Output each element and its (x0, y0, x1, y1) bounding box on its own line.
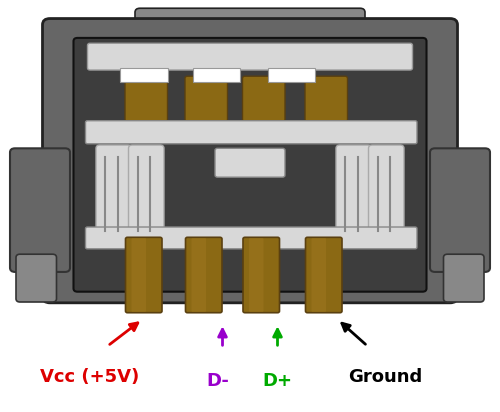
FancyBboxPatch shape (16, 254, 56, 302)
FancyBboxPatch shape (125, 76, 168, 122)
FancyBboxPatch shape (242, 76, 285, 122)
Bar (120, 68, 168, 82)
FancyBboxPatch shape (306, 237, 342, 313)
FancyBboxPatch shape (86, 227, 417, 249)
FancyBboxPatch shape (135, 8, 365, 39)
FancyBboxPatch shape (312, 238, 326, 312)
FancyBboxPatch shape (243, 237, 280, 313)
FancyBboxPatch shape (336, 145, 372, 234)
FancyBboxPatch shape (96, 145, 132, 234)
FancyBboxPatch shape (249, 238, 264, 312)
FancyBboxPatch shape (185, 76, 228, 122)
FancyBboxPatch shape (192, 238, 206, 312)
FancyBboxPatch shape (444, 254, 484, 302)
FancyBboxPatch shape (86, 121, 417, 144)
FancyBboxPatch shape (42, 19, 458, 303)
Text: D-: D- (206, 372, 229, 390)
FancyBboxPatch shape (430, 148, 490, 272)
Bar (192, 68, 240, 82)
FancyBboxPatch shape (368, 145, 404, 234)
FancyBboxPatch shape (126, 237, 162, 313)
FancyBboxPatch shape (305, 76, 348, 122)
FancyBboxPatch shape (215, 148, 285, 177)
FancyBboxPatch shape (186, 237, 222, 313)
Text: D+: D+ (262, 372, 292, 390)
FancyBboxPatch shape (88, 43, 412, 70)
FancyBboxPatch shape (10, 148, 70, 272)
FancyBboxPatch shape (128, 145, 164, 234)
FancyBboxPatch shape (74, 38, 426, 292)
Text: Vcc (+5V): Vcc (+5V) (40, 368, 140, 386)
FancyBboxPatch shape (132, 238, 146, 312)
Bar (268, 68, 315, 82)
Text: Ground: Ground (348, 368, 422, 386)
